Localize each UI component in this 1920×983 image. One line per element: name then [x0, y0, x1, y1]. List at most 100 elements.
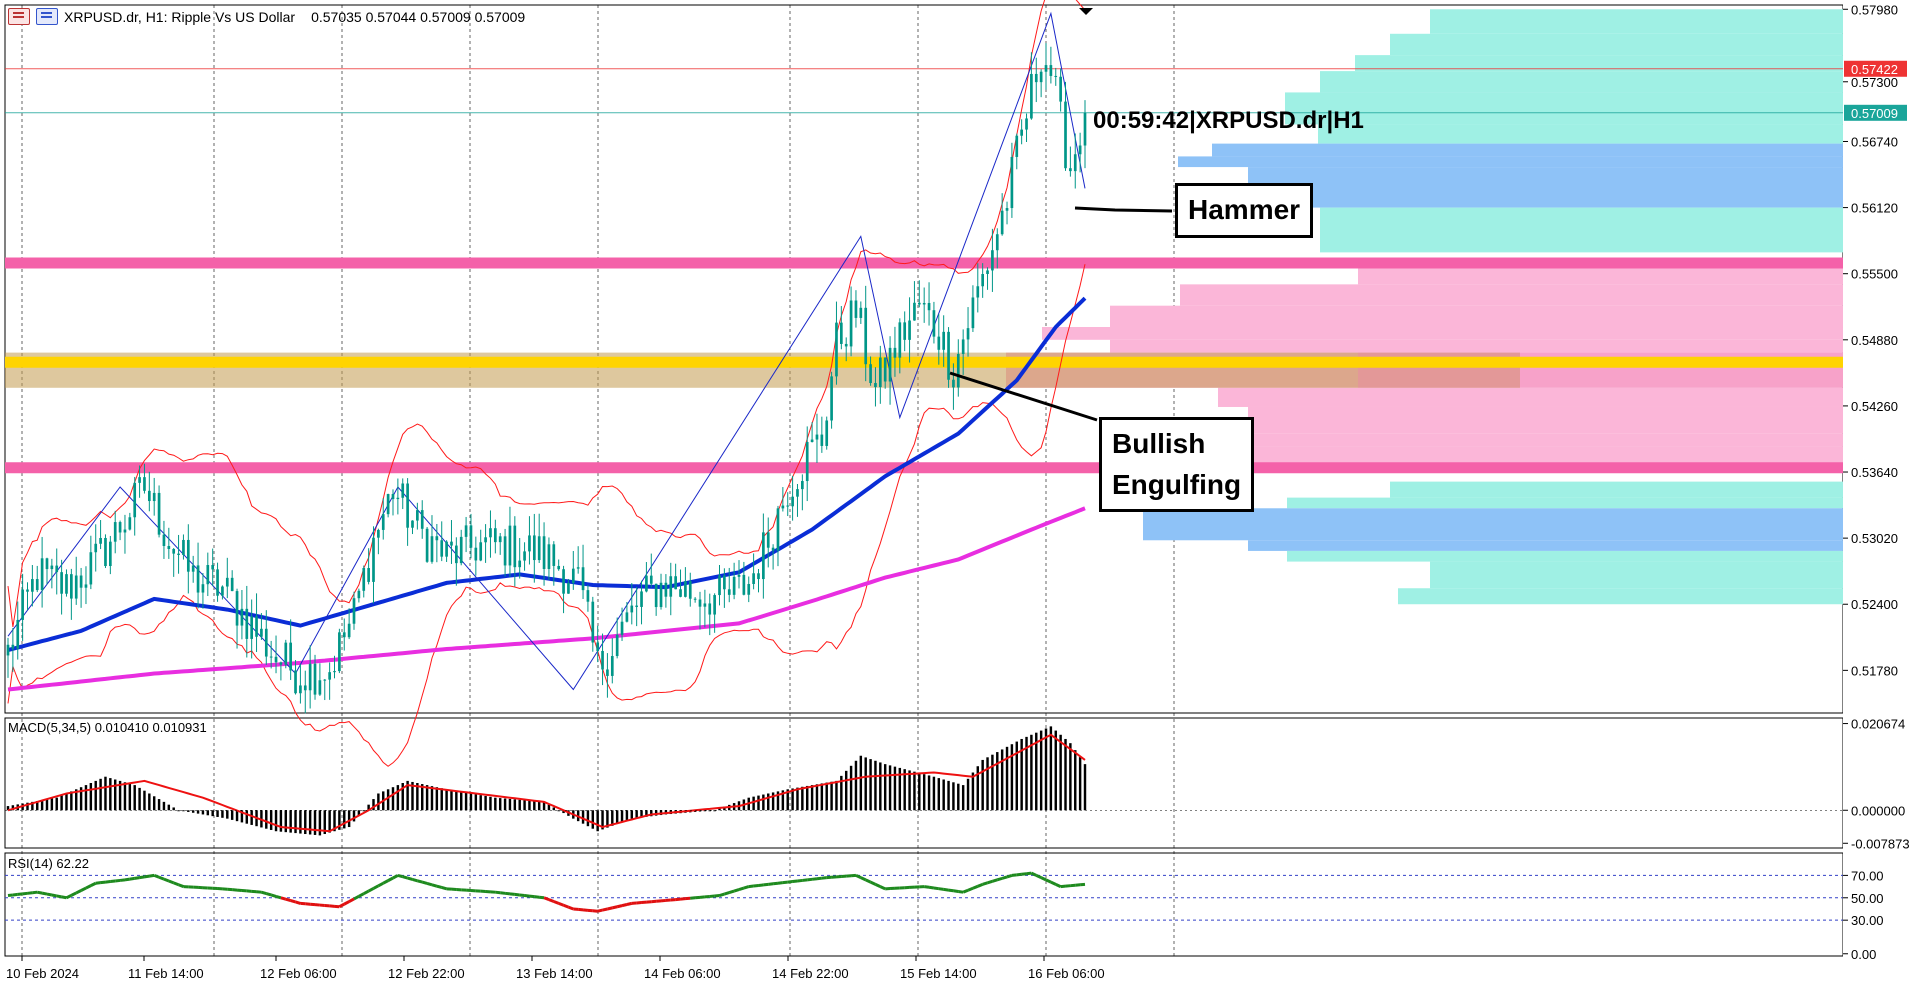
- zigzag-line: [7, 11, 1086, 691]
- candle-body: [844, 343, 848, 347]
- candle-body: [133, 482, 137, 518]
- candle-body: [1010, 156, 1014, 209]
- candle-body: [333, 671, 336, 673]
- candle-body: [255, 616, 258, 637]
- macd-histogram-bar: [767, 793, 770, 811]
- macd-histogram-bar: [211, 810, 214, 817]
- candle-body: [342, 632, 346, 638]
- symbol-list-icon[interactable]: [36, 8, 58, 25]
- rsi-segment: [874, 882, 881, 888]
- candle-body: [1083, 112, 1087, 146]
- candle-body: [94, 543, 98, 553]
- rsi-segment: [119, 878, 126, 882]
- macd-histogram-bar: [143, 790, 146, 811]
- macd-histogram-bar: [299, 810, 302, 834]
- symbol-title: XRPUSD.dr, H1: Ripple Vs US Dollar: [64, 8, 296, 25]
- candle-body: [338, 632, 341, 672]
- macd-histogram-bar: [859, 755, 863, 811]
- chart-menu-icon[interactable]: [8, 8, 30, 25]
- ohlc-values: 0.57035 0.57044 0.57009 0.57009: [311, 8, 526, 25]
- candle-body: [937, 336, 941, 350]
- candle-body: [299, 685, 302, 694]
- macd-histogram-bar: [152, 796, 156, 811]
- macd-histogram-bar: [776, 791, 780, 811]
- candle-body: [1015, 135, 1019, 157]
- macd-histogram-bar: [318, 810, 322, 836]
- rsi-segment: [275, 894, 282, 900]
- candle-body: [216, 569, 219, 596]
- time-tick-label: 14 Feb 22:00: [772, 966, 849, 981]
- candle-body: [484, 537, 487, 543]
- rsi-segment: [548, 898, 555, 903]
- candle-body: [60, 572, 63, 594]
- macd-histogram-bar: [498, 798, 502, 811]
- rsi-segment: [733, 888, 740, 893]
- candle-body: [313, 663, 317, 695]
- rsi-segment: [426, 882, 433, 887]
- rsi-segment: [1006, 873, 1013, 879]
- candle-body: [245, 608, 249, 639]
- rsi-segment: [514, 892, 520, 897]
- rsi-segment: [1035, 874, 1042, 879]
- candle-body: [391, 494, 395, 500]
- candle-body: [718, 575, 721, 596]
- candle-body: [601, 650, 604, 670]
- time-tick-label: 15 Feb 14:00: [900, 966, 977, 981]
- macd-histogram-bar: [469, 793, 473, 811]
- macd-histogram-bar: [435, 787, 439, 811]
- volume-profile-bar: [1287, 550, 1843, 562]
- candle-body: [674, 576, 677, 590]
- volume-profile-bar: [1110, 339, 1843, 353]
- rsi-segment: [991, 878, 998, 883]
- candle-body: [1059, 76, 1062, 102]
- candle-body: [523, 551, 526, 561]
- macd-histogram-bar: [888, 765, 892, 811]
- macd-histogram-bar: [557, 810, 560, 812]
- volume-profile-bar: [1355, 55, 1843, 72]
- hammer-label: Hammer: [1188, 194, 1301, 225]
- candle-body: [1073, 154, 1077, 172]
- macd-histogram-bar: [762, 794, 765, 811]
- macd-histogram-bar: [338, 810, 341, 830]
- macd-histogram-bar: [99, 778, 102, 811]
- bullish-label-line2: Engulfing: [1112, 468, 1242, 500]
- rsi-segment: [7, 893, 14, 898]
- candle-body: [625, 612, 629, 622]
- candle-body: [664, 582, 668, 597]
- volume-profile-bar: [1180, 284, 1843, 306]
- volume-profile-bar: [1287, 497, 1843, 509]
- macd-histogram-bar: [601, 810, 604, 830]
- rsi-segment: [738, 886, 745, 892]
- rsi-segment: [948, 888, 954, 893]
- macd-histogram-bar: [60, 795, 63, 811]
- macd-histogram-bar: [1020, 738, 1023, 811]
- price-tick-label: 0.54260: [1851, 399, 1898, 414]
- candle-body: [211, 564, 215, 570]
- volume-profile-bar: [1248, 540, 1843, 551]
- volume-profile-bar: [1320, 71, 1843, 93]
- macd-histogram-bar: [757, 795, 760, 811]
- macd-histogram-bar: [406, 780, 409, 811]
- macd-histogram-bar: [942, 779, 945, 811]
- candle-body: [79, 575, 83, 588]
- candle-body: [1039, 71, 1043, 83]
- candle-body: [450, 541, 453, 546]
- candle-body: [40, 558, 44, 591]
- candle-body: [1020, 129, 1023, 136]
- candle-body: [196, 565, 200, 593]
- candle-body: [279, 662, 283, 665]
- macd-histogram-bar: [123, 782, 127, 811]
- price-tick-label: 0.56740: [1851, 134, 1898, 149]
- rsi-segment: [412, 877, 418, 883]
- macd-histogram-bar: [362, 810, 365, 812]
- macd-histogram-bar: [981, 759, 984, 811]
- candle-body: [562, 569, 565, 594]
- candle-body: [435, 536, 439, 541]
- bar-timer: 00:59:42|XRPUSD.dr|H1: [1093, 107, 1364, 134]
- macd-histogram-bar: [196, 810, 200, 814]
- rsi-segment: [51, 893, 58, 898]
- candle-body: [781, 505, 785, 509]
- macd-histogram-bar: [1039, 730, 1043, 811]
- candle-body: [883, 357, 887, 382]
